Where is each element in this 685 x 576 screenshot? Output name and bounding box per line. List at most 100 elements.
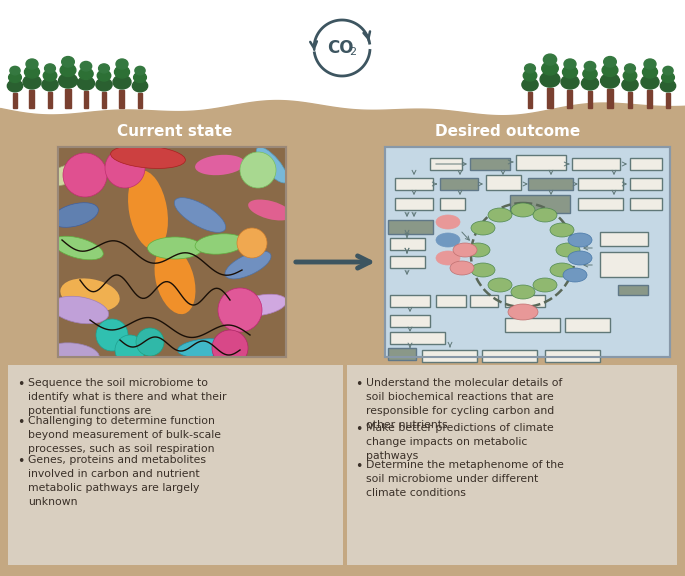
Ellipse shape — [511, 203, 535, 217]
Text: Current state: Current state — [117, 124, 233, 139]
Circle shape — [63, 153, 107, 197]
Ellipse shape — [533, 278, 557, 292]
Bar — [666, 93, 670, 108]
Ellipse shape — [662, 73, 674, 82]
Ellipse shape — [25, 66, 40, 78]
Ellipse shape — [80, 62, 92, 71]
Text: Genes, proteins and metabolites
involved in carbon and nutrient
metabolic pathwa: Genes, proteins and metabolites involved… — [28, 455, 206, 507]
Ellipse shape — [643, 66, 658, 78]
Ellipse shape — [58, 73, 77, 88]
Ellipse shape — [436, 233, 460, 247]
Bar — [565, 318, 610, 332]
Bar — [630, 158, 662, 170]
Ellipse shape — [113, 75, 131, 89]
Ellipse shape — [248, 199, 292, 221]
Circle shape — [237, 228, 267, 258]
Circle shape — [218, 288, 262, 332]
Circle shape — [96, 319, 128, 351]
Ellipse shape — [114, 66, 129, 78]
Ellipse shape — [644, 59, 656, 69]
Ellipse shape — [488, 278, 512, 292]
Ellipse shape — [9, 73, 21, 82]
Ellipse shape — [177, 339, 232, 357]
Bar — [505, 318, 560, 332]
Ellipse shape — [237, 294, 287, 316]
Ellipse shape — [195, 234, 245, 254]
Ellipse shape — [550, 223, 574, 237]
Ellipse shape — [525, 64, 536, 73]
Bar — [505, 295, 545, 307]
Ellipse shape — [488, 208, 512, 222]
Ellipse shape — [77, 77, 95, 90]
Ellipse shape — [540, 71, 560, 87]
Ellipse shape — [45, 64, 55, 73]
Bar — [510, 195, 570, 213]
Bar — [385, 147, 670, 357]
Ellipse shape — [43, 70, 57, 81]
Bar — [58, 147, 286, 357]
Bar — [102, 92, 106, 108]
Circle shape — [105, 148, 145, 188]
Ellipse shape — [436, 215, 460, 229]
Bar — [647, 90, 653, 108]
Bar — [440, 198, 465, 210]
Bar — [630, 198, 662, 210]
Ellipse shape — [603, 56, 616, 67]
Bar — [588, 91, 593, 108]
Ellipse shape — [450, 261, 474, 275]
Bar — [627, 92, 632, 108]
Ellipse shape — [556, 243, 580, 257]
Ellipse shape — [45, 343, 99, 367]
Ellipse shape — [8, 80, 23, 92]
Bar — [84, 91, 88, 108]
Bar — [470, 158, 510, 170]
Ellipse shape — [10, 66, 20, 75]
Ellipse shape — [583, 68, 597, 79]
Bar — [578, 178, 623, 190]
Ellipse shape — [466, 243, 490, 257]
Ellipse shape — [582, 77, 599, 90]
Bar — [600, 232, 648, 246]
Bar — [388, 220, 433, 234]
Ellipse shape — [51, 203, 99, 228]
Ellipse shape — [135, 66, 145, 75]
Text: CO: CO — [327, 39, 353, 57]
Ellipse shape — [561, 75, 579, 89]
Ellipse shape — [97, 70, 111, 81]
Ellipse shape — [225, 251, 271, 279]
Ellipse shape — [511, 285, 535, 299]
Bar — [388, 348, 416, 360]
Ellipse shape — [641, 75, 659, 89]
Bar — [547, 88, 553, 108]
Bar — [390, 332, 445, 344]
Ellipse shape — [116, 59, 128, 69]
Ellipse shape — [660, 80, 675, 92]
Bar — [29, 90, 34, 108]
Ellipse shape — [62, 56, 74, 67]
Bar — [440, 178, 478, 190]
Ellipse shape — [132, 80, 148, 92]
Circle shape — [240, 152, 276, 188]
Ellipse shape — [508, 304, 538, 320]
Bar — [13, 93, 17, 108]
Text: •: • — [17, 416, 25, 429]
Ellipse shape — [601, 73, 619, 88]
Bar — [390, 256, 425, 268]
Ellipse shape — [155, 246, 195, 314]
Bar — [528, 178, 573, 190]
Bar — [545, 350, 600, 362]
Text: •: • — [17, 378, 25, 391]
Bar — [470, 295, 498, 307]
Bar — [578, 198, 623, 210]
Ellipse shape — [111, 146, 186, 168]
Bar — [390, 238, 425, 250]
Ellipse shape — [543, 54, 557, 65]
Ellipse shape — [562, 66, 577, 78]
Ellipse shape — [533, 208, 557, 222]
Ellipse shape — [96, 78, 112, 91]
Bar — [48, 92, 52, 108]
Bar — [395, 198, 433, 210]
Ellipse shape — [45, 164, 85, 186]
Ellipse shape — [174, 198, 226, 232]
Bar — [422, 350, 477, 362]
